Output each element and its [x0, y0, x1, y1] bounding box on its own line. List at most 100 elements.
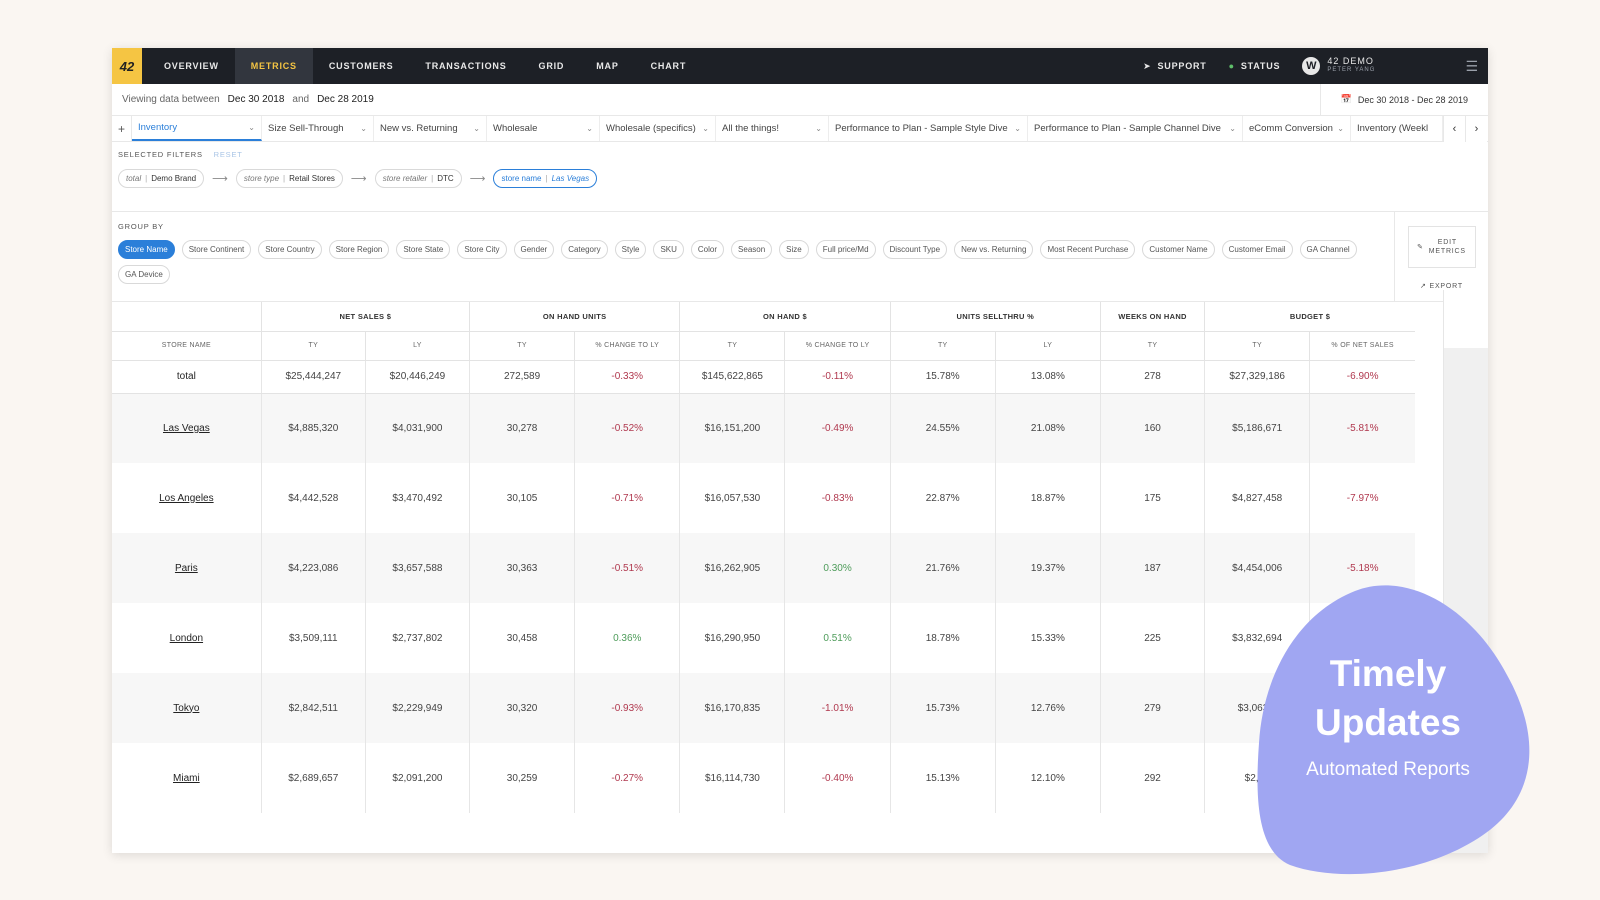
table-row[interactable]: Las Vegas $4,885,320 $4,031,900 30,278 -0.52…	[112, 393, 1415, 463]
table-cell: 0.51%	[784, 603, 891, 673]
group-by-option[interactable]: Store City	[457, 240, 507, 259]
group-by-option[interactable]: GA Device	[118, 265, 170, 284]
nav-tab-grid[interactable]: GRID	[538, 61, 565, 71]
group-by-option[interactable]: Discount Type	[882, 240, 948, 259]
chevron-down-icon[interactable]: ⌄	[815, 124, 822, 133]
column-header[interactable]: TY	[1099, 331, 1205, 361]
chevron-down-icon[interactable]: ⌄	[248, 123, 255, 132]
column-header[interactable]: % CHANGE TO LY	[574, 331, 680, 361]
chevron-down-icon[interactable]: ⌄	[1014, 124, 1021, 133]
nav-tab-chart[interactable]: CHART	[650, 61, 687, 71]
table-row[interactable]: Miami $2,689,657 $2,091,200 30,259 -0.27% $16…	[112, 743, 1415, 813]
group-by-option[interactable]: Style	[614, 240, 647, 259]
column-header[interactable]: TY	[889, 331, 996, 361]
column-header[interactable]: LY	[994, 331, 1101, 361]
view-tab-wholesale-specifics[interactable]: Wholesale (specifics) ⌄	[600, 116, 716, 141]
column-header[interactable]: LY	[364, 331, 470, 361]
export-button[interactable]: ↗ EXPORT	[1420, 282, 1463, 290]
group-by-option[interactable]: Store Name	[118, 240, 175, 259]
group-by-option[interactable]: Size	[779, 240, 809, 259]
table-cell: -0.83%	[784, 463, 891, 533]
column-header[interactable]: TY	[468, 331, 575, 361]
store-name-cell[interactable]: total	[112, 359, 262, 394]
store-name-cell[interactable]: London	[112, 603, 261, 673]
store-name-link[interactable]: Los Angeles	[159, 492, 214, 504]
view-tab-wholesale[interactable]: Wholesale ⌄	[487, 116, 600, 141]
store-name-cell[interactable]: Miami	[112, 743, 261, 813]
group-by-option[interactable]: Customer Email	[1221, 240, 1293, 259]
chevron-down-icon[interactable]: ⌄	[1337, 124, 1344, 133]
view-label: eComm Conversion	[1249, 123, 1333, 134]
view-tab-new-vs-returning[interactable]: New vs. Returning ⌄	[374, 116, 487, 141]
view-tab-performance-channel[interactable]: Performance to Plan - Sample Channel Div…	[1028, 116, 1243, 141]
store-name-link[interactable]: London	[169, 632, 204, 644]
status-link[interactable]: ● STATUS	[1229, 61, 1281, 71]
logo[interactable]: 42	[112, 48, 142, 84]
hamburger-menu-icon[interactable]: ☰	[1465, 57, 1478, 74]
chevron-down-icon[interactable]: ⌄	[586, 124, 593, 133]
column-header[interactable]: % CHANGE TO LY	[784, 331, 891, 361]
store-name-link[interactable]: Paris	[174, 562, 198, 574]
table-row[interactable]: London $3,509,111 $2,737,802 30,458 0.36% $16…	[112, 603, 1415, 673]
column-header[interactable]: TY	[1204, 331, 1310, 361]
store-name-cell[interactable]: Los Angeles	[112, 463, 261, 533]
group-by-option[interactable]: Store State	[396, 240, 451, 259]
reset-filters-link[interactable]: RESET	[213, 150, 243, 159]
filter-chip-store-name[interactable]: store name | Las Vegas	[493, 169, 598, 188]
column-header[interactable]: TY	[260, 331, 366, 361]
view-tab-inventory-weekly[interactable]: Inventory (Weekl	[1351, 116, 1443, 141]
view-tab-inventory[interactable]: Inventory ⌄	[132, 116, 262, 141]
nav-tab-overview[interactable]: OVERVIEW	[164, 61, 219, 71]
filter-chip-store-retailer[interactable]: store retailer | DTC	[374, 169, 462, 188]
table-row[interactable]: Paris $4,223,086 $3,657,588 30,363 -0.51% $16…	[112, 533, 1415, 603]
view-tab-size-sell-through[interactable]: Size Sell-Through ⌄	[262, 116, 374, 141]
column-header[interactable]: TY	[679, 331, 785, 361]
store-name-link[interactable]: total	[176, 371, 196, 382]
nav-tab-map[interactable]: MAP	[596, 61, 619, 71]
store-name-link[interactable]: Tokyo	[173, 702, 200, 714]
group-by-option[interactable]: Color	[690, 240, 725, 259]
group-by-option[interactable]: Gender	[513, 240, 555, 259]
nav-tab-customers[interactable]: CUSTOMERS	[328, 61, 394, 71]
store-name-cell[interactable]: Tokyo	[112, 673, 262, 743]
column-header[interactable]: % OF NET SALES	[1309, 331, 1415, 361]
view-tab-all-the-things[interactable]: All the things! ⌄	[716, 116, 829, 141]
group-by-option[interactable]: Store Region	[328, 240, 390, 259]
column-header[interactable]: STORE NAME	[112, 331, 262, 361]
group-by-option[interactable]: Most Recent Purchase	[1040, 240, 1136, 259]
user-menu[interactable]: W 42 DEMO PETER YANG	[1302, 57, 1375, 75]
date-picker[interactable]: 📅 Dec 30 2018 - Dec 28 2019	[1319, 83, 1488, 116]
store-name-cell[interactable]: Paris	[112, 533, 262, 603]
filter-chip-total[interactable]: total | Demo Brand	[118, 169, 205, 188]
store-name-cell[interactable]: Las Vegas	[112, 393, 262, 463]
chevron-down-icon[interactable]: ⌄	[473, 124, 480, 133]
store-name-link[interactable]: Las Vegas	[163, 422, 210, 434]
chevron-right-icon[interactable]: ›	[1465, 115, 1487, 142]
nav-tabs: OVERVIEW METRICS CUSTOMERS TRANSACTIONS …	[148, 48, 702, 84]
table-row[interactable]: Tokyo $2,842,511 $2,229,949 30,320 -0.93% $16…	[112, 673, 1415, 743]
group-by-option[interactable]: Store Country	[258, 240, 322, 259]
chevron-down-icon[interactable]: ⌄	[360, 124, 367, 133]
group-by-option[interactable]: Category	[561, 240, 608, 259]
add-view-button[interactable]: +	[112, 116, 132, 141]
group-by-option[interactable]: GA Channel	[1299, 240, 1357, 259]
table-row[interactable]: Los Angeles $4,442,528 $3,470,492 30,105 -0.…	[112, 463, 1415, 533]
group-by-option[interactable]: SKU	[653, 240, 684, 259]
chevron-down-icon[interactable]: ⌄	[1229, 124, 1236, 133]
group-by-option[interactable]: Store Continent	[181, 240, 252, 259]
view-tab-ecomm-conversion[interactable]: eComm Conversion ⌄	[1243, 116, 1351, 141]
group-by-option[interactable]: New vs. Returning	[954, 240, 1034, 259]
group-by-option[interactable]: Customer Name	[1142, 240, 1215, 259]
nav-tab-transactions[interactable]: TRANSACTIONS	[425, 61, 507, 71]
chevron-left-icon[interactable]: ‹	[1443, 115, 1465, 142]
store-name-link[interactable]: Miami	[173, 772, 200, 784]
filter-chip-store-type[interactable]: store type | Retail Stores	[235, 169, 343, 188]
group-by-option[interactable]: Season	[731, 240, 773, 259]
total-row[interactable]: total $25,444,247 $20,446,249 272,589 -0.33%…	[112, 359, 1415, 394]
chevron-down-icon[interactable]: ⌄	[702, 124, 709, 133]
edit-metrics-button[interactable]: ✎ EDIT METRICS	[1407, 226, 1476, 268]
view-tab-performance-style[interactable]: Performance to Plan - Sample Style Dive ⌄	[829, 116, 1028, 141]
group-by-option[interactable]: Full price/Md	[815, 240, 876, 259]
support-link[interactable]: ➤ SUPPORT	[1143, 61, 1206, 72]
nav-tab-metrics[interactable]: METRICS	[234, 48, 313, 84]
